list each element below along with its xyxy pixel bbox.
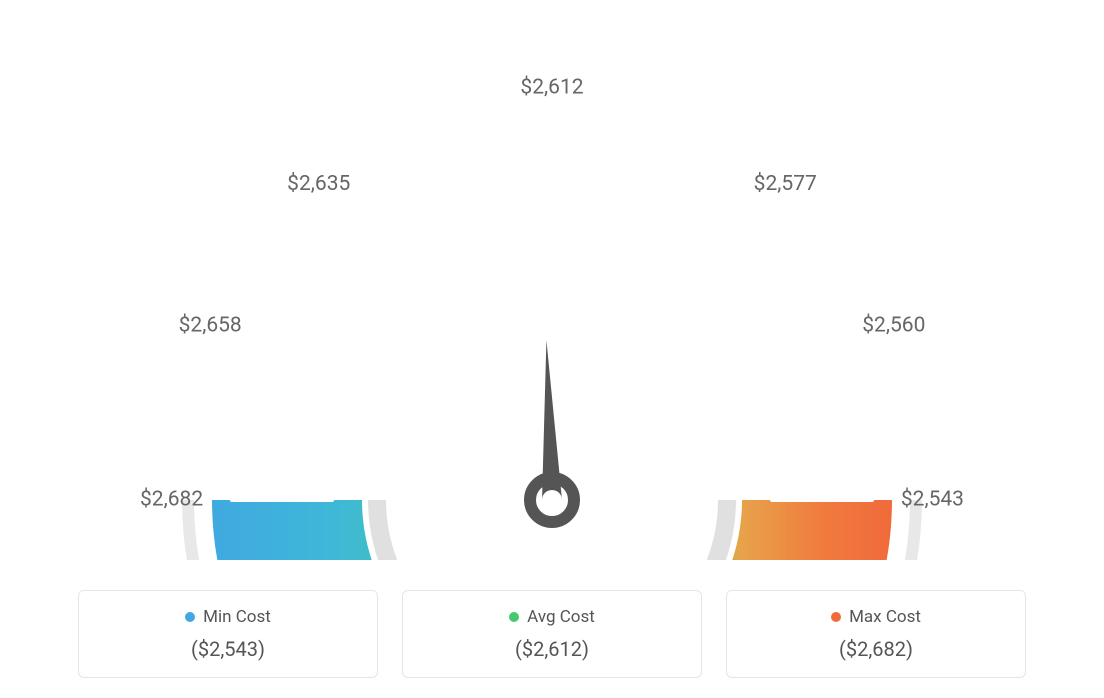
svg-text:$2,577: $2,577 bbox=[754, 172, 817, 196]
legend-min-dot-icon bbox=[185, 612, 195, 622]
svg-text:$2,560: $2,560 bbox=[862, 313, 925, 337]
legend-min-label: Min Cost bbox=[91, 607, 365, 627]
svg-text:$2,543: $2,543 bbox=[901, 488, 964, 512]
legend-avg-value: ($2,612) bbox=[415, 637, 689, 661]
svg-text:$2,612: $2,612 bbox=[520, 76, 583, 100]
legend-avg-label-text: Avg Cost bbox=[527, 607, 595, 627]
legend-avg-box: Avg Cost ($2,612) bbox=[402, 590, 702, 678]
legend-max-label-text: Max Cost bbox=[849, 607, 921, 627]
gauge-chart: $2,543 $2,560 $2,577 $2,612 $2,635 $2,658 $2,6… bbox=[42, 20, 1062, 560]
svg-text:$2,635: $2,635 bbox=[287, 172, 350, 196]
legend-avg-label: Avg Cost bbox=[415, 607, 689, 627]
svg-text:$2,658: $2,658 bbox=[179, 313, 242, 337]
svg-text:$2,682: $2,682 bbox=[140, 488, 203, 512]
legend-avg-dot-icon bbox=[509, 612, 519, 622]
legend-max-dot-icon bbox=[831, 612, 841, 622]
legend-max-value: ($2,682) bbox=[739, 637, 1013, 661]
legend-row: Min Cost ($2,543) Avg Cost ($2,612) Max … bbox=[20, 590, 1084, 678]
legend-min-box: Min Cost ($2,543) bbox=[78, 590, 378, 678]
legend-min-label-text: Min Cost bbox=[203, 607, 271, 627]
legend-max-label: Max Cost bbox=[739, 607, 1013, 627]
legend-min-value: ($2,543) bbox=[91, 637, 365, 661]
legend-max-box: Max Cost ($2,682) bbox=[726, 590, 1026, 678]
gauge-container: $2,543 $2,560 $2,577 $2,612 $2,635 $2,658 $2,6… bbox=[20, 20, 1084, 560]
